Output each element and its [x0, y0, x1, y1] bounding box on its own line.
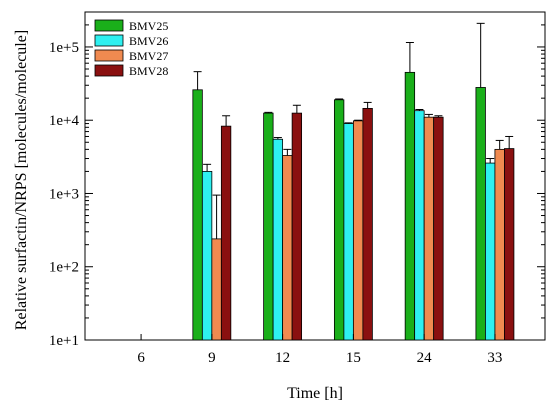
legend-swatch-bmv28: [94, 64, 124, 77]
y-tick-label: 1e+3: [49, 186, 79, 202]
plot-frame: [84, 11, 546, 341]
x-tick-label: 33: [487, 350, 502, 366]
legend-swatch-bmv27: [94, 49, 124, 62]
legend-label-bmv28: BMV28: [129, 64, 168, 78]
legend-swatch-bmv26: [94, 34, 124, 47]
bar-bmv27: [352, 120, 364, 341]
bar-bmv28: [220, 125, 232, 341]
bar-bmv26: [272, 138, 284, 341]
bar-bmv28: [433, 116, 444, 341]
bar-bmv25: [333, 99, 345, 341]
bar-bmv27: [211, 238, 222, 341]
bar-bmv26: [414, 110, 425, 341]
bar-bmv26: [343, 123, 354, 341]
x-tick-label: 15: [346, 350, 361, 366]
x-axis-label: Time [h]: [287, 385, 343, 402]
x-tick-label: 9: [208, 350, 216, 366]
bar-bmv25: [192, 89, 203, 341]
bar-bmv27: [423, 116, 435, 341]
bar-bmv25: [404, 71, 416, 341]
plot-area: [84, 11, 546, 341]
x-tick-label: 12: [275, 350, 290, 366]
y-tick-label: 1e+4: [49, 113, 80, 129]
bars: [192, 71, 515, 341]
y-axis-label: Relative surfactin/NRPS [molecules/molec…: [13, 30, 30, 330]
legend-label-bmv26: BMV26: [129, 34, 168, 48]
bar-bmv27: [494, 148, 505, 341]
y-tick-label: 1e+2: [49, 260, 79, 276]
legend-label-bmv25: BMV25: [129, 19, 168, 33]
bar-bmv26: [485, 162, 496, 341]
legend-label-bmv27: BMV27: [129, 49, 168, 63]
bar-bmv28: [291, 112, 303, 341]
error-bars: [193, 22, 514, 239]
y-tick-label: 1e+1: [49, 333, 79, 349]
bar-bmv26: [201, 171, 213, 341]
bar-bmv28: [504, 148, 515, 341]
bar-bmv27: [282, 155, 293, 341]
x-tick-label: 24: [417, 350, 433, 366]
bar-bmv25: [263, 112, 274, 341]
bar-bmv28: [362, 107, 373, 341]
x-tick-label: 6: [137, 350, 145, 366]
y-tick-label: 1e+5: [49, 40, 79, 56]
legend-swatch-bmv25: [94, 19, 124, 32]
axes: 1e+1 1e+2 1e+3 1e+4 1e+5 6 9 12 15 24 33: [49, 24, 545, 366]
bar-bmv25: [475, 87, 486, 341]
